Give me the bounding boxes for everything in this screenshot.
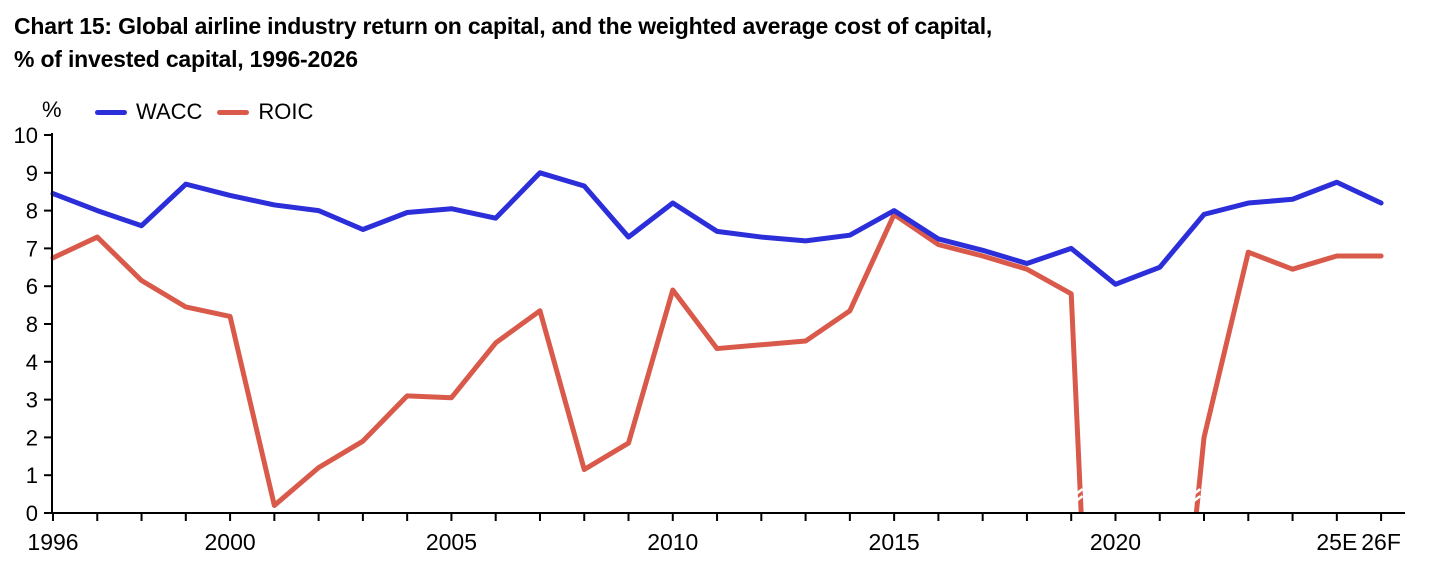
x-tick-label: 2020 <box>1090 529 1141 555</box>
wacc-legend-label: WACC <box>136 99 203 124</box>
x-tick-label: 1996 <box>27 529 78 555</box>
y-tick-label: 1 <box>26 463 38 488</box>
roic-legend-label: ROIC <box>258 99 314 124</box>
x-tick-label: 2000 <box>204 529 255 555</box>
chart-title-line1: Chart 15: Global airline industry return… <box>14 13 993 39</box>
off-scale-break-mark <box>1187 488 1202 500</box>
wacc-line <box>50 170 1384 287</box>
y-tick-label: 8 <box>26 199 38 224</box>
chart-title: Chart 15: Global airline industry return… <box>14 10 1294 76</box>
roic-legend-swatch <box>217 109 250 115</box>
x-tick-label: 26F <box>1361 529 1401 555</box>
y-tick-label: 7 <box>26 236 38 261</box>
y-tick-label: 0 <box>26 501 38 526</box>
roic-line <box>50 211 1384 514</box>
y-tick-label: 2 <box>26 425 38 450</box>
y-tick-label: 8 <box>26 312 38 337</box>
off-scale-break-mark <box>1069 488 1084 500</box>
y-tick-label: 4 <box>26 350 38 375</box>
y-tick-label: 6 <box>26 274 38 299</box>
x-tick-label: 2010 <box>647 529 698 555</box>
y-tick-label: 10 <box>14 123 38 148</box>
wacc-legend-swatch <box>95 109 127 115</box>
off-scale-break-mark <box>1069 495 1084 507</box>
x-tick-label: 2015 <box>869 529 920 555</box>
legend: WACC ROIC <box>95 99 328 125</box>
x-tick-label: 25E <box>1316 529 1357 555</box>
y-axis-unit-label: % <box>42 97 62 122</box>
x-tick-label: 2005 <box>426 529 477 555</box>
chart-title-line2: % of invested capital, 1996-2026 <box>14 46 358 72</box>
off-scale-break-mark <box>1187 495 1202 507</box>
y-tick-label: 9 <box>26 161 38 186</box>
y-tick-label: 3 <box>26 388 38 413</box>
